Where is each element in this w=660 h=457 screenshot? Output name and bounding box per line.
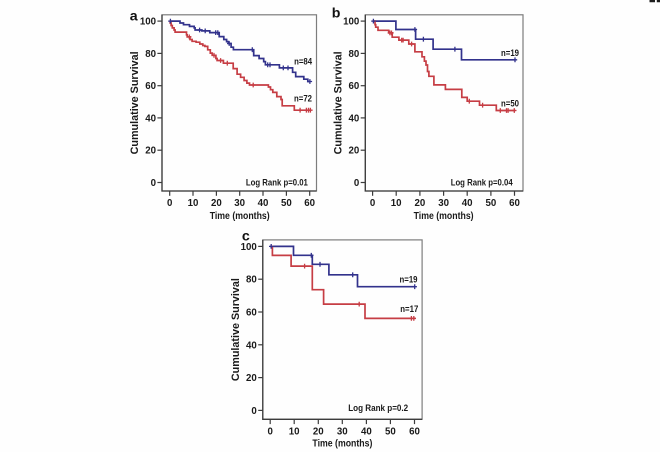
svg-text:Time (months): Time (months) (414, 211, 474, 222)
svg-text:50: 50 (281, 198, 292, 209)
svg-text:40: 40 (145, 113, 156, 124)
svg-text:60: 60 (349, 81, 360, 92)
svg-text:30: 30 (234, 198, 245, 209)
svg-text:n=72: n=72 (294, 94, 312, 104)
svg-text:30: 30 (438, 198, 449, 209)
svg-text:0: 0 (370, 198, 375, 209)
svg-text:40: 40 (462, 198, 473, 209)
svg-text:n=19: n=19 (501, 48, 519, 58)
svg-text:60: 60 (509, 198, 520, 209)
svg-text:20: 20 (145, 146, 156, 157)
svg-text:50: 50 (486, 198, 497, 209)
svg-text:80: 80 (246, 275, 257, 286)
svg-text:50: 50 (385, 426, 396, 437)
svg-text:80: 80 (349, 49, 360, 60)
svg-text:80: 80 (145, 49, 156, 60)
svg-text:n=17: n=17 (400, 304, 418, 314)
svg-text:30: 30 (337, 426, 348, 437)
svg-text:20: 20 (211, 198, 222, 209)
svg-text:20: 20 (349, 146, 360, 157)
svg-text:0: 0 (251, 406, 256, 417)
svg-text:20: 20 (313, 426, 324, 437)
svg-text:60: 60 (304, 198, 315, 209)
svg-text:Log Rank p=0.04: Log Rank p=0.04 (451, 178, 513, 188)
svg-text:Cumulative Survival: Cumulative Survival (129, 51, 141, 154)
svg-text:n=19: n=19 (400, 274, 418, 284)
svg-text:20: 20 (415, 198, 426, 209)
svg-text:Time (months): Time (months) (312, 438, 372, 449)
svg-text:Cumulative Survival: Cumulative Survival (332, 51, 344, 154)
svg-text:60: 60 (145, 81, 156, 92)
svg-text:40: 40 (361, 426, 372, 437)
svg-text:10: 10 (188, 198, 199, 209)
svg-text:10: 10 (289, 426, 300, 437)
svg-text:n=50: n=50 (501, 99, 519, 109)
svg-text:c: c (242, 229, 250, 245)
svg-text:n=84: n=84 (294, 56, 313, 66)
svg-text:60: 60 (246, 308, 257, 319)
svg-text:Log Rank p=0.2: Log Rank p=0.2 (348, 403, 408, 413)
svg-text:100: 100 (140, 17, 156, 28)
svg-text:0: 0 (167, 198, 172, 209)
svg-text:b: b (332, 6, 341, 22)
svg-text:0: 0 (151, 178, 156, 189)
svg-text:40: 40 (246, 340, 257, 351)
svg-text:60: 60 (409, 426, 420, 437)
svg-text:20: 20 (246, 373, 257, 384)
svg-text:a: a (130, 9, 138, 25)
svg-text:Log Rank p=0.01: Log Rank p=0.01 (246, 178, 308, 188)
svg-text:40: 40 (349, 113, 360, 124)
svg-text:100: 100 (241, 242, 257, 253)
svg-text:0: 0 (354, 178, 359, 189)
svg-text:0: 0 (268, 426, 273, 437)
svg-text:Cumulative Survival: Cumulative Survival (230, 278, 242, 381)
svg-text:40: 40 (258, 198, 269, 209)
svg-text:10: 10 (391, 198, 402, 209)
svg-text:Time (months): Time (months) (210, 211, 270, 222)
svg-text:100: 100 (343, 17, 359, 28)
